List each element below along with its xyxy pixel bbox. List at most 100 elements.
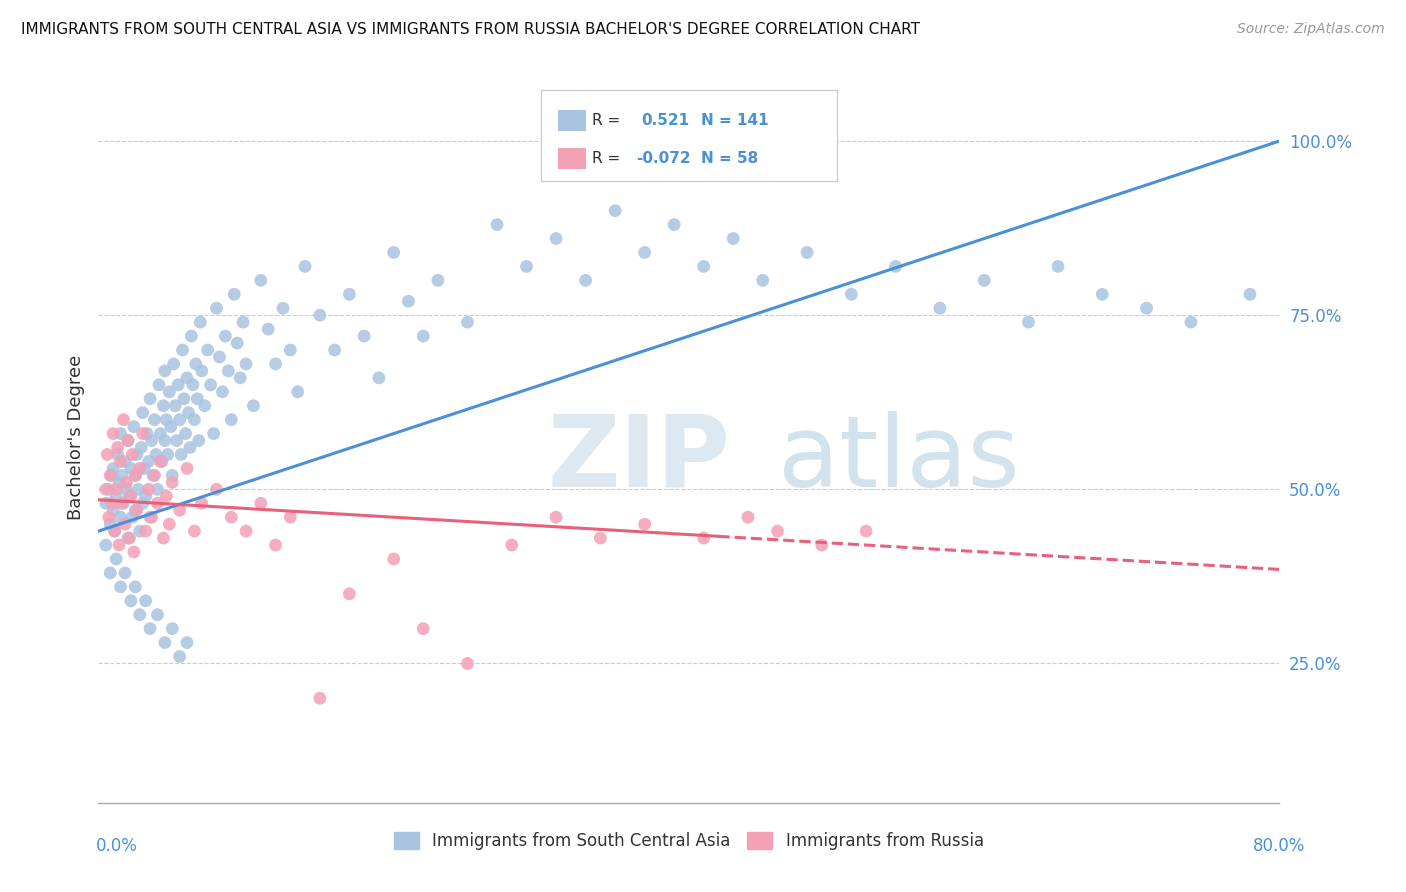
Point [98,517,121,532]
Point [169,649,191,664]
Point [457,657,479,671]
Point [115,475,138,490]
Point [162,475,183,490]
Point [546,231,568,245]
Point [108,538,131,552]
Point [110,580,132,594]
Point [132,496,155,510]
Point [114,454,136,468]
Point [120,594,142,608]
Point [180,329,202,343]
Point [197,343,219,357]
Point [172,343,194,357]
Point [141,510,163,524]
Point [1018,315,1040,329]
Point [107,448,129,462]
Point [229,371,252,385]
Point [191,496,214,510]
Point [634,517,657,532]
Point [810,538,832,552]
Point [132,426,155,441]
Point [221,412,243,426]
Point [141,434,163,448]
Point [271,301,294,316]
Point [208,350,231,364]
Point [280,343,302,357]
Point [169,412,191,426]
Point [205,301,228,316]
Point [412,329,434,343]
Point [382,245,405,260]
Point [146,607,169,622]
Point [1136,301,1159,316]
Point [104,524,127,538]
Point [339,287,361,301]
Point [114,517,136,532]
Point [118,489,141,503]
Point [186,392,208,406]
Point [693,260,716,274]
Point [94,538,117,552]
Point [124,468,146,483]
Point [162,468,183,483]
Point [117,434,139,448]
Point [110,454,132,468]
Point [752,273,775,287]
Point [280,510,302,524]
Point [176,635,198,649]
Point [224,287,246,301]
Point [155,412,177,426]
Point [169,503,191,517]
Point [188,315,211,329]
Point [115,483,138,497]
Point [146,483,169,497]
Point [159,419,181,434]
Text: 80.0%: 80.0% [1253,837,1305,855]
Point [796,245,818,260]
Point [294,260,316,274]
Point [167,377,190,392]
Text: N = 141: N = 141 [700,113,768,128]
Point [135,489,157,503]
Point [97,483,120,497]
Point [841,287,863,301]
Point [98,566,121,580]
Point [100,468,122,483]
Text: 0.521: 0.521 [641,113,690,128]
Point [737,510,759,524]
Point [973,273,995,287]
Point [221,510,243,524]
Point [110,510,132,524]
Point [353,329,375,343]
Point [398,294,420,309]
Point [368,371,391,385]
Point [264,357,287,371]
Point [226,336,249,351]
Point [112,412,135,426]
Point [546,510,568,524]
Point [155,489,177,503]
Point [157,517,180,532]
Point [264,538,287,552]
Point [501,538,523,552]
Point [124,580,146,594]
Point [486,218,509,232]
Point [98,468,121,483]
Point [766,524,789,538]
Point [232,315,254,329]
Point [153,635,176,649]
Point [184,357,207,371]
Point [457,315,479,329]
Point [128,461,150,475]
Point [146,496,169,510]
Point [100,496,122,510]
Point [166,434,188,448]
Point [105,489,128,503]
Point [884,260,907,274]
Point [108,475,131,490]
Point [634,245,657,260]
Point [148,377,170,392]
Text: Source: ZipAtlas.com: Source: ZipAtlas.com [1237,22,1385,37]
Point [149,426,172,441]
Point [194,399,217,413]
